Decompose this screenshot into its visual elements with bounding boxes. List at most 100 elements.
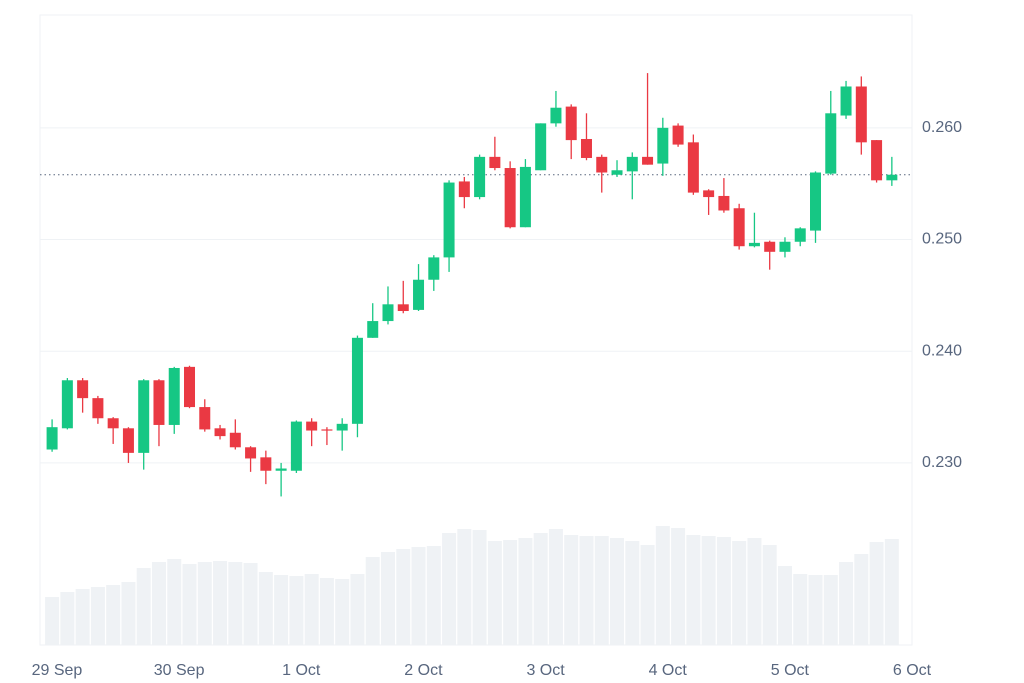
volume-bar	[289, 576, 304, 645]
volume-bar	[594, 536, 609, 645]
volume-bar	[487, 541, 502, 645]
volume-bar	[762, 545, 777, 645]
volume-bar	[884, 539, 899, 645]
volume-bar	[167, 559, 182, 645]
volume-bar	[472, 530, 487, 645]
candle-body	[855, 86, 867, 143]
volume-bar	[304, 574, 319, 645]
volume-bar	[457, 529, 472, 645]
volume-bar	[75, 589, 90, 645]
volume-bar	[151, 562, 166, 645]
volume-bar	[655, 526, 670, 645]
volume-bar	[518, 538, 533, 645]
candle-body	[886, 174, 898, 181]
volume-bar	[319, 578, 334, 645]
volume-bar	[350, 574, 365, 645]
candle-body	[489, 156, 501, 169]
volume-bar	[839, 562, 854, 645]
volume-bar	[716, 537, 731, 645]
volume-bar	[197, 562, 212, 645]
candle-body	[138, 380, 150, 453]
candle-body	[458, 181, 470, 198]
volume-bar	[671, 528, 686, 645]
x-tick-label: 5 Oct	[771, 662, 810, 679]
candle-body	[733, 208, 745, 247]
candle-body	[92, 398, 104, 419]
candle-body	[611, 170, 623, 175]
candle-body	[275, 468, 287, 471]
candle-body	[107, 418, 119, 429]
candle-body	[367, 321, 379, 338]
x-tick-label: 30 Sep	[154, 662, 205, 679]
y-tick-label: 0.230	[922, 454, 962, 471]
y-tick-label: 0.250	[922, 231, 962, 248]
candle-body	[443, 182, 455, 258]
candle-body	[46, 427, 58, 450]
volume-bar	[365, 557, 380, 645]
volume-bar	[854, 554, 869, 645]
volume-bar	[182, 564, 197, 645]
candle-body	[413, 279, 425, 310]
candle-body	[596, 156, 608, 173]
candle-body	[779, 241, 791, 252]
volume-bar	[335, 579, 350, 645]
y-tick-label: 0.240	[922, 342, 962, 359]
candle-body	[382, 304, 394, 322]
volume-bar	[640, 545, 655, 645]
volume-bar	[503, 540, 518, 645]
volume-bar	[136, 568, 151, 645]
candle-body	[519, 166, 531, 228]
candle-body	[306, 421, 318, 431]
volume-bar	[808, 575, 823, 645]
volume-bar	[869, 542, 884, 645]
candle-body	[474, 156, 486, 198]
candle-body	[672, 125, 684, 145]
volume-bar	[274, 575, 289, 645]
volume-bar	[823, 575, 838, 645]
candle-body	[321, 429, 333, 431]
volume-bar	[747, 538, 762, 645]
candle-body	[428, 257, 440, 280]
volume-bar	[442, 533, 457, 645]
volume-bar	[564, 535, 579, 645]
candle-body	[260, 457, 272, 471]
volume-bar	[380, 552, 395, 645]
candle-body	[810, 172, 822, 231]
volume-bar	[213, 561, 228, 645]
volume-bar	[548, 529, 563, 645]
candle-body	[626, 156, 638, 172]
candle-body	[764, 241, 776, 252]
candle-body	[687, 142, 699, 193]
candle-body	[825, 113, 837, 174]
candle-body	[290, 421, 302, 471]
candle-body	[168, 367, 180, 425]
candle-body	[840, 86, 852, 116]
candle-body	[718, 195, 730, 211]
candle-body	[61, 380, 73, 429]
volume-bar	[701, 536, 716, 645]
x-tick-label: 1 Oct	[282, 662, 321, 679]
volume-bar	[45, 597, 60, 645]
volume-bar	[228, 562, 243, 645]
x-tick-label: 2 Oct	[404, 662, 443, 679]
candle-body	[748, 242, 760, 247]
candle-body	[642, 156, 654, 165]
candle-body	[351, 337, 363, 424]
candle-body	[871, 140, 883, 181]
volume-bar	[732, 541, 747, 645]
x-tick-label: 29 Sep	[32, 662, 83, 679]
volume-bar	[90, 587, 105, 645]
x-tick-label: 3 Oct	[526, 662, 565, 679]
candle-body	[153, 380, 165, 425]
candle-body	[229, 432, 241, 448]
volume-bar	[686, 535, 701, 645]
volume-bar	[610, 538, 625, 645]
volume-bar	[533, 533, 548, 645]
candle-body	[184, 366, 196, 408]
candle-body	[214, 428, 226, 437]
volume-bar	[60, 592, 75, 645]
volume-bar	[396, 549, 411, 645]
candle-body	[703, 190, 715, 198]
candle-body	[794, 228, 806, 242]
